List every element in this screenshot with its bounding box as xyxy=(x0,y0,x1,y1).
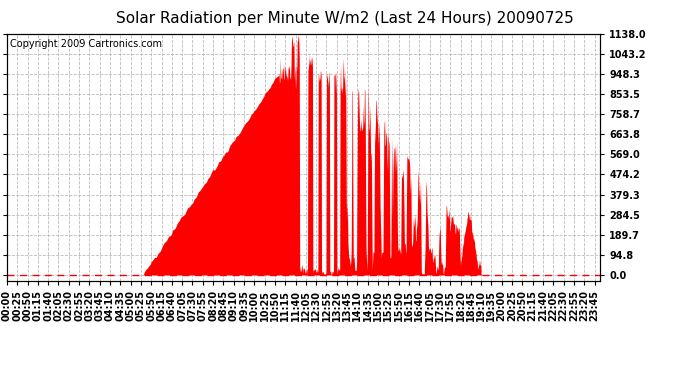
Text: Solar Radiation per Minute W/m2 (Last 24 Hours) 20090725: Solar Radiation per Minute W/m2 (Last 24… xyxy=(116,11,574,26)
Text: Copyright 2009 Cartronics.com: Copyright 2009 Cartronics.com xyxy=(10,39,162,49)
